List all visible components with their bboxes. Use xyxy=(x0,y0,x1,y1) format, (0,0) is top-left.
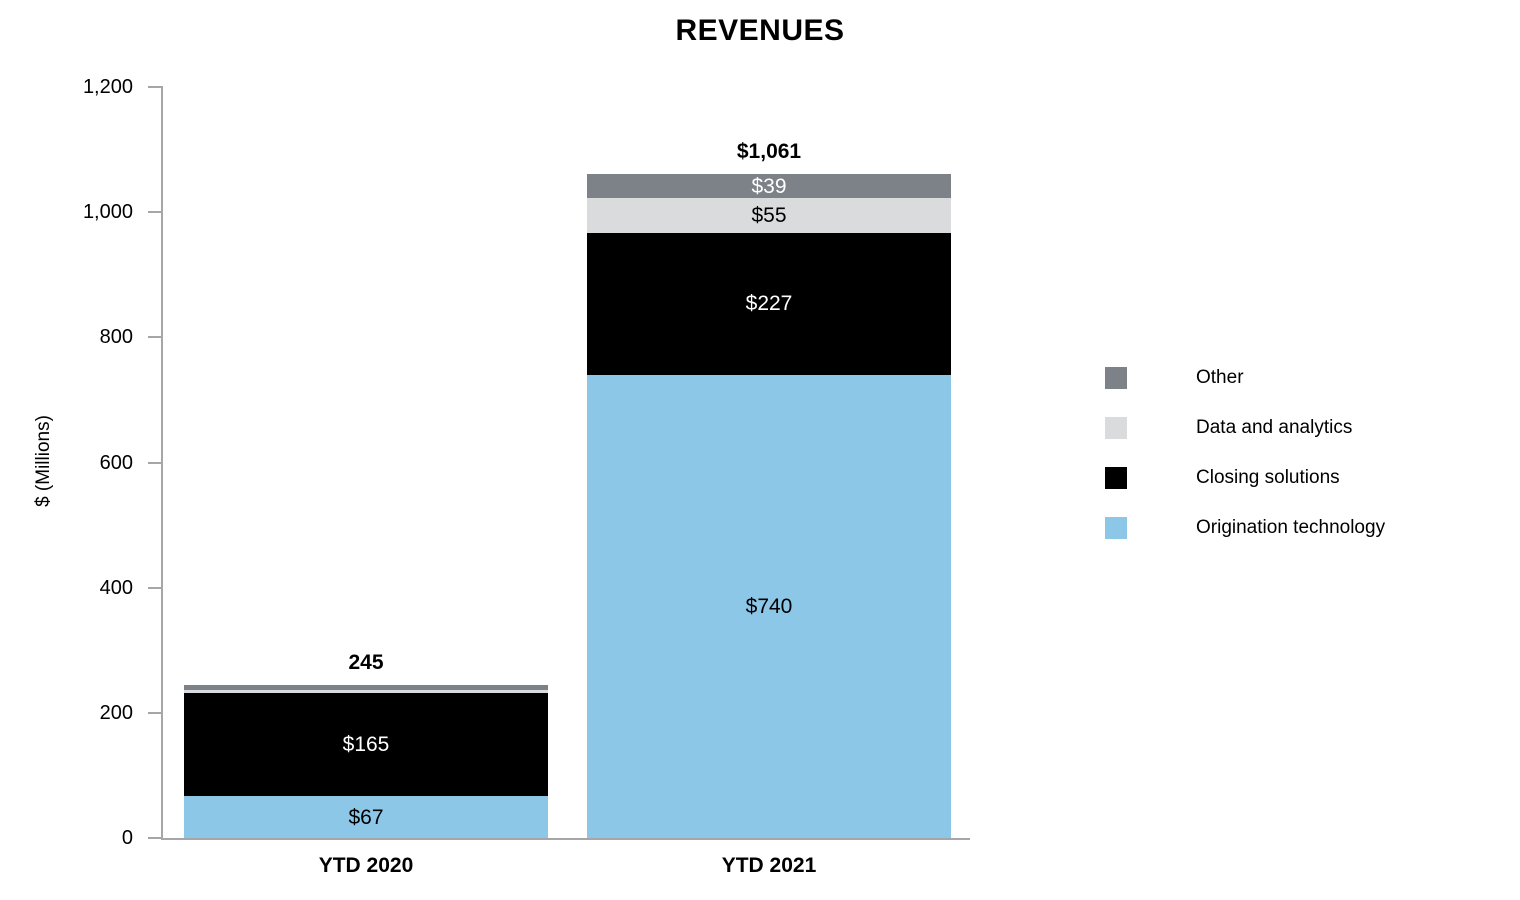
bar-segment-closing-solutions: $165 xyxy=(184,692,548,797)
y-axis-tick-label: 1,200 xyxy=(82,76,133,98)
bar-segment-value-label: $39 xyxy=(751,174,787,198)
legend-label: Other xyxy=(1196,367,1244,388)
y-axis-tick-mark xyxy=(148,86,163,88)
legend-swatch-icon xyxy=(1105,517,1127,539)
bar-total-label: 245 xyxy=(348,650,384,674)
y-axis-tick-label: 800 xyxy=(99,326,133,349)
x-axis-category-label: YTD 2020 xyxy=(318,854,414,877)
y-axis-tick-label: 400 xyxy=(99,576,133,599)
bar-total-label: $1,061 xyxy=(736,140,802,163)
legend-label: Closing solutions xyxy=(1196,467,1340,488)
bar-segment-value-label: $740 xyxy=(745,594,793,618)
legend-item: Other xyxy=(1105,367,1385,389)
y-axis-tick-mark xyxy=(148,336,163,339)
legend-label: Data and analytics xyxy=(1196,417,1353,438)
legend-swatch-icon xyxy=(1105,367,1127,389)
y-axis-tick-mark xyxy=(148,711,163,714)
y-axis-tick-label: 200 xyxy=(99,701,133,724)
y-axis-tick-label: 600 xyxy=(99,451,133,474)
legend-label: Origination technology xyxy=(1196,517,1386,538)
legend: Other Data and analytics Closing solutions… xyxy=(1105,367,1385,567)
bar-segment-data-and-analytics: $55 xyxy=(587,198,951,233)
y-axis-tick-label: 0 xyxy=(121,827,133,849)
bar-segment-other: $39 xyxy=(587,174,951,199)
legend-item: Closing solutions xyxy=(1105,467,1385,489)
bar-segment-origination-technology: $67 xyxy=(184,796,548,838)
y-axis-tick-mark xyxy=(148,586,163,589)
chart-title: REVENUES xyxy=(675,14,845,47)
legend-item: Data and analytics xyxy=(1105,417,1385,439)
bar-segment-value-label: $227 xyxy=(745,292,793,316)
plot-area: 0 200 400 600 800 1,000 1,200 $67 $165 245 YTD 202… xyxy=(83,76,970,877)
y-axis-tick-mark xyxy=(148,837,163,839)
y-axis-tick-label: 1,000 xyxy=(82,201,133,224)
bar-segment-closing-solutions: $227 xyxy=(587,232,951,375)
x-axis-category-label: YTD 2021 xyxy=(721,854,817,877)
y-axis-tick-mark xyxy=(148,461,163,464)
legend-swatch-icon xyxy=(1105,417,1127,439)
bar-segment-value-label: $165 xyxy=(342,732,390,756)
legend-swatch-icon xyxy=(1105,467,1127,489)
y-axis-tick-mark xyxy=(148,211,163,214)
bar-segment-other xyxy=(184,684,548,691)
bar-segment-value-label: $55 xyxy=(751,204,787,228)
legend-item: Origination technology xyxy=(1105,517,1385,539)
bar-segment-value-label: $67 xyxy=(348,805,384,829)
bar-segment-data-and-analytics xyxy=(184,690,548,693)
bar-segment-origination-technology: $740 xyxy=(587,374,951,838)
